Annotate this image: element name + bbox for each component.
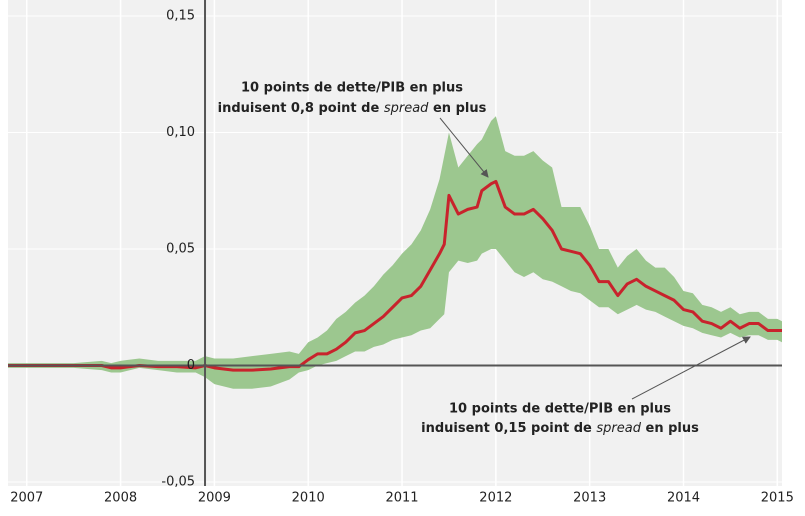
x-tick-label: 2007 bbox=[10, 491, 43, 506]
annotation-line: 10 points de dette/PIB en plus bbox=[241, 81, 463, 96]
annotation-arrow bbox=[631, 336, 751, 400]
x-tick-label: 2014 bbox=[667, 491, 700, 506]
annotation-italic: spread bbox=[384, 101, 429, 116]
x-tick-label: 2011 bbox=[385, 491, 418, 506]
line-series bbox=[8, 179, 782, 372]
plot-background bbox=[8, 0, 782, 486]
x-tick-label: 2009 bbox=[198, 491, 231, 506]
y-tick-label: -0,05 bbox=[161, 475, 195, 490]
confidence-band bbox=[8, 116, 782, 389]
y-tick-label: 0 bbox=[187, 358, 195, 373]
annotation-line: 10 points de dette/PIB en plus bbox=[449, 402, 671, 417]
y-tick-label: 0,10 bbox=[166, 125, 195, 140]
annotation-line: induisent 0,15 point de spread en plus bbox=[421, 421, 699, 436]
x-tick-label: 2013 bbox=[573, 491, 606, 506]
annotation-text: induisent 0,8 point de bbox=[218, 101, 380, 116]
annotation-text: en plus bbox=[646, 421, 700, 436]
annotation-arrow bbox=[439, 117, 489, 178]
annotation-text: induisent 0,15 point de bbox=[421, 421, 592, 436]
annotation-italic: spread bbox=[596, 421, 641, 436]
annotation-text: en plus bbox=[433, 101, 487, 116]
x-tick-label: 2012 bbox=[479, 491, 512, 506]
y-tick-label: 0,05 bbox=[166, 242, 195, 257]
annotation-line: induisent 0,8 point de spread en plus bbox=[218, 101, 487, 116]
x-tick-label: 2010 bbox=[292, 491, 325, 506]
x-tick-label: 2015 bbox=[761, 491, 794, 506]
y-tick-label: 0,15 bbox=[166, 9, 195, 24]
x-tick-label: 2008 bbox=[104, 491, 137, 506]
